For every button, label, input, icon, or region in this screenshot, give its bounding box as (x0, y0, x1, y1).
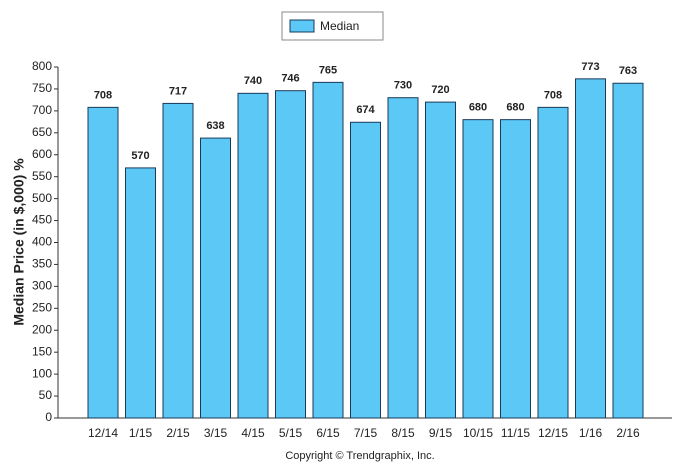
x-tick-label: 5/15 (279, 426, 303, 440)
y-tick-label: 200 (32, 322, 52, 336)
y-tick-label: 500 (32, 191, 52, 205)
y-tick-label: 50 (39, 388, 53, 402)
x-tick-label: 8/15 (391, 426, 415, 440)
y-tick-label: 800 (32, 59, 52, 73)
value-label: 720 (431, 84, 449, 96)
y-tick-label: 100 (32, 366, 52, 380)
x-tick-label: 12/14 (88, 426, 118, 440)
value-label: 674 (356, 104, 375, 116)
value-label: 746 (281, 73, 299, 85)
y-tick-label: 400 (32, 235, 52, 249)
value-label: 570 (131, 150, 149, 162)
y-tick-label: 550 (32, 169, 52, 183)
bar (200, 137, 231, 419)
y-tick-label: 250 (32, 300, 52, 314)
y-tick-label: 0 (45, 410, 52, 424)
x-tick-label: 12/15 (538, 426, 568, 440)
x-tick-label: 3/15 (204, 426, 228, 440)
bar (425, 101, 456, 419)
y-tick-label: 150 (32, 344, 52, 358)
x-tick-label: 1/16 (579, 426, 603, 440)
y-tick-label: 750 (32, 81, 52, 95)
bar (87, 106, 119, 419)
bar (350, 121, 381, 419)
bar (462, 119, 494, 419)
value-label: 680 (469, 102, 487, 114)
value-label: 765 (319, 64, 337, 76)
x-tick-label: 11/15 (501, 426, 530, 440)
y-tick-label: 300 (32, 279, 52, 293)
bar (275, 90, 306, 419)
x-tick-label: 6/15 (316, 426, 340, 440)
bar (575, 78, 606, 419)
bar (312, 81, 344, 419)
bar (125, 167, 156, 419)
value-label: 638 (206, 120, 224, 132)
bar (237, 92, 269, 419)
bar (387, 97, 419, 419)
x-tick-label: 10/15 (463, 426, 493, 440)
value-label: 763 (619, 65, 637, 77)
x-tick-label: 2/15 (166, 426, 190, 440)
bar (537, 106, 569, 419)
value-label: 680 (506, 102, 524, 114)
x-tick-label: 9/15 (429, 426, 453, 440)
y-tick-label: 350 (32, 257, 52, 271)
x-tick-label: 4/15 (241, 426, 265, 440)
legend-swatch (289, 19, 315, 33)
footer: Copyright © Trendgraphix, Inc. (285, 450, 434, 462)
y-tick-label: 450 (32, 213, 52, 227)
y-tick-label: 650 (32, 125, 52, 139)
x-tick-label: 1/15 (129, 426, 153, 440)
bar (500, 119, 531, 419)
y-axis-label: Median Price (in $,000) % (11, 158, 27, 326)
value-label: 708 (544, 89, 562, 101)
value-label: 708 (94, 89, 112, 101)
x-tick-label: 2/16 (616, 426, 640, 440)
y-tick-label: 700 (32, 103, 52, 117)
y-tick-label: 600 (32, 147, 52, 161)
value-label: 717 (169, 85, 187, 97)
legend-label: Median (320, 19, 359, 33)
bar (612, 82, 644, 419)
value-label: 740 (244, 75, 262, 87)
value-label: 730 (394, 80, 412, 92)
bar (162, 102, 194, 419)
x-tick-label: 7/15 (354, 426, 378, 440)
value-label: 773 (581, 61, 599, 73)
